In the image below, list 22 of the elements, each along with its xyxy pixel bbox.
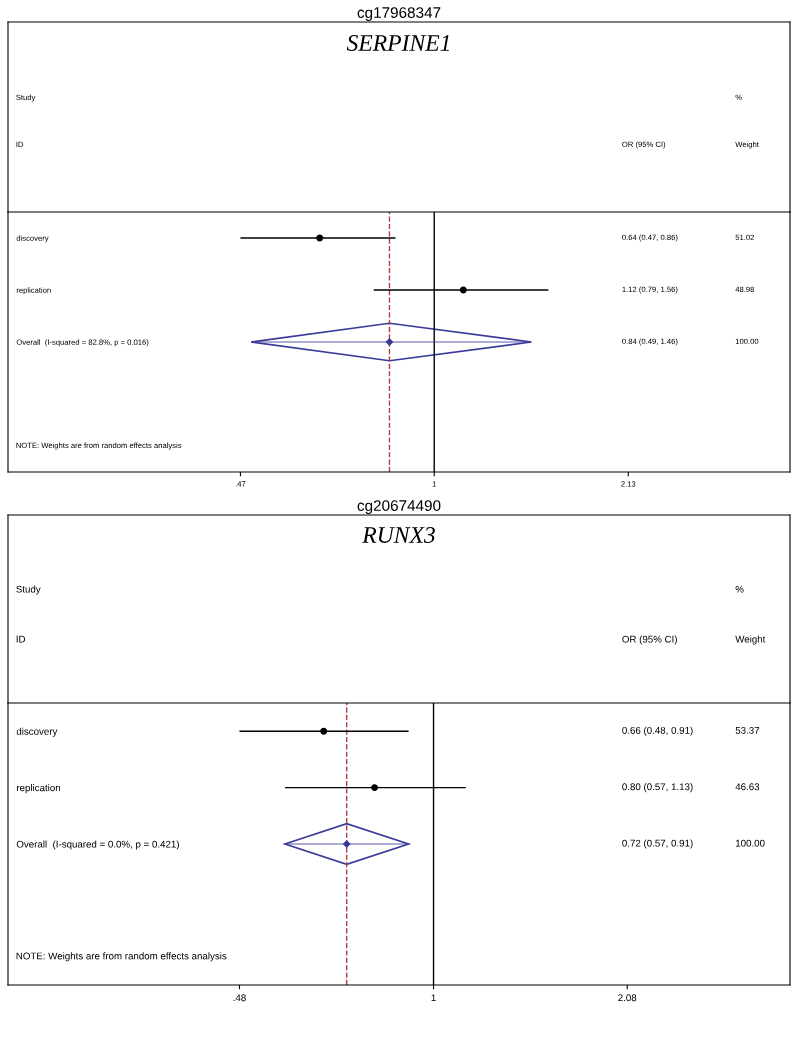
text: % — [735, 585, 744, 593]
annotation: 0.80 (0.57, 1.13) — [622, 783, 693, 793]
annotation: 46.63 — [735, 783, 760, 791]
chart-title: cg17968347 — [357, 7, 441, 21]
chart-title: cg20674490 — [357, 500, 441, 514]
text: OR (95% CI) — [622, 635, 677, 645]
annotation: 0.66 (0.48, 0.91) — [622, 726, 693, 736]
annotation: NOTE: Weights are from random effects analysis — [16, 952, 227, 962]
y-tick-label: discovery — [16, 727, 58, 737]
x-tick-label: 2.08 — [618, 994, 637, 1002]
y-tick-label: Overall (I-squared = 0.0%, p = 0.421) — [16, 840, 179, 850]
text: Study — [16, 585, 41, 595]
x-tick-label: .48 — [233, 994, 246, 1002]
y-tick-label: replication — [16, 784, 61, 794]
annotation: 53.37 — [735, 726, 760, 734]
x-tick-label: 1 — [431, 994, 436, 1002]
chart-subtitle: RUNX3 — [362, 527, 435, 543]
text: Weight — [735, 635, 766, 645]
annotation: 100.00 — [736, 839, 765, 847]
text: ID — [16, 635, 26, 643]
annotation: 0.72 (0.57, 0.91) — [622, 839, 693, 849]
chart-subtitle: SERPINE1 — [346, 35, 449, 51]
